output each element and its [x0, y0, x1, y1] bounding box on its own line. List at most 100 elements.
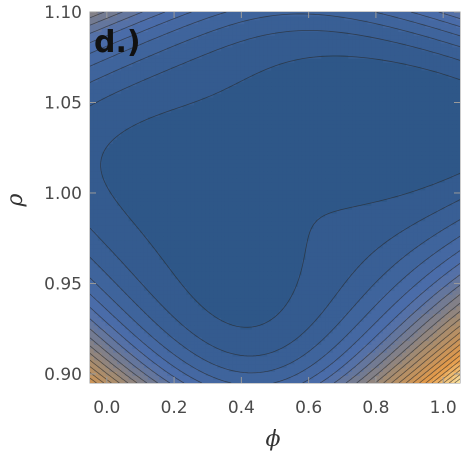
- contour-cell: [213, 267, 218, 272]
- contour-cell: [170, 321, 176, 326]
- contour-cell: [275, 317, 280, 322]
- contour-cell: [194, 236, 199, 241]
- contour-cell: [290, 259, 295, 264]
- contour-cell: [105, 309, 110, 315]
- contour-cell: [421, 220, 426, 226]
- contour-cell: [386, 270, 392, 276]
- contour-cell: [251, 309, 257, 315]
- contour-cell: [228, 371, 234, 376]
- contour-cell: [271, 182, 276, 187]
- contour-cell: [278, 286, 284, 291]
- contour-cell: [182, 355, 187, 361]
- contour-cell: [344, 224, 349, 230]
- contour-cell: [286, 212, 292, 218]
- contour-cell: [421, 309, 426, 315]
- contour-cell: [417, 270, 423, 276]
- contour-cell: [398, 355, 403, 361]
- contour-cell: [382, 367, 388, 372]
- contour-cell: [109, 209, 114, 214]
- contour-cell: [124, 282, 130, 287]
- contour-cell: [271, 185, 276, 191]
- contour-cell: [379, 263, 384, 268]
- contour-cell: [371, 228, 376, 233]
- contour-cell: [224, 375, 230, 380]
- contour-cell: [448, 274, 453, 280]
- contour-cell: [186, 344, 191, 349]
- contour-cell: [429, 336, 434, 342]
- contour-cell: [101, 263, 107, 268]
- contour-cell: [240, 379, 245, 383]
- contour-cell: [340, 379, 345, 383]
- contour-cell: [213, 228, 218, 233]
- contour-cell: [409, 367, 415, 372]
- contour-cell: [147, 278, 153, 284]
- contour-cell: [421, 209, 426, 214]
- contour-cell: [151, 313, 157, 318]
- contour-cell: [113, 259, 118, 264]
- contour-cell: [406, 189, 411, 195]
- contour-cell: [282, 379, 288, 383]
- contour-cell: [332, 313, 338, 318]
- contour-cell: [321, 348, 326, 353]
- contour-cell: [224, 243, 230, 249]
- contour-cell: [201, 251, 207, 257]
- contour-cell: [163, 263, 168, 268]
- contour-cell: [213, 236, 218, 241]
- contour-cell: [332, 278, 338, 284]
- contour-cell: [433, 297, 438, 303]
- contour-cell: [271, 224, 276, 230]
- contour-cell: [325, 185, 330, 191]
- contour-cell: [143, 348, 149, 353]
- contour-cell: [294, 209, 299, 214]
- contour-cell: [313, 352, 318, 357]
- contour-cell: [332, 371, 338, 376]
- contour-cell: [421, 263, 426, 268]
- contour-cell: [409, 267, 415, 272]
- contour-cell: [251, 216, 257, 222]
- contour-cell: [352, 259, 357, 264]
- contour-cell: [90, 240, 95, 245]
- contour-cell: [205, 193, 211, 199]
- contour-cell: [97, 255, 103, 260]
- contour-cell: [413, 340, 419, 345]
- contour-cell: [367, 247, 372, 253]
- contour-cell: [205, 216, 211, 222]
- contour-cell: [367, 332, 372, 338]
- contour-cell: [93, 336, 99, 342]
- contour-cell: [359, 313, 365, 318]
- contour-cell: [390, 325, 396, 330]
- contour-cell: [267, 367, 272, 372]
- contour-cell: [105, 267, 110, 272]
- contour-cell: [167, 236, 172, 241]
- contour-cell: [197, 359, 203, 365]
- contour-cell: [147, 344, 153, 349]
- contour-cell: [255, 212, 261, 218]
- contour-cell: [190, 232, 195, 237]
- contour-cell: [286, 348, 292, 353]
- contour-cell: [309, 216, 315, 222]
- contour-cell: [340, 344, 345, 349]
- contour-cell: [224, 336, 230, 342]
- contour-cell: [305, 259, 311, 264]
- contour-cell: [425, 224, 430, 230]
- contour-cell: [421, 340, 426, 345]
- contour-cell: [109, 371, 114, 376]
- contour-cell: [282, 371, 288, 376]
- contour-cell: [371, 255, 376, 260]
- contour-cell: [398, 243, 403, 249]
- contour-cell: [359, 305, 365, 311]
- contour-cell: [313, 301, 318, 307]
- contour-cell: [440, 251, 446, 257]
- contour-cell: [359, 321, 365, 326]
- contour-cell: [259, 317, 265, 322]
- contour-cell: [163, 328, 168, 334]
- contour-cell: [390, 282, 396, 287]
- contour-cell: [167, 309, 172, 315]
- contour-cell: [143, 189, 149, 195]
- contour-cell: [436, 232, 442, 237]
- contour-cell: [340, 193, 345, 199]
- contour-cell: [444, 220, 450, 226]
- contour-cell: [255, 193, 261, 199]
- contour-cell: [305, 263, 311, 268]
- contour-cell: [240, 309, 245, 315]
